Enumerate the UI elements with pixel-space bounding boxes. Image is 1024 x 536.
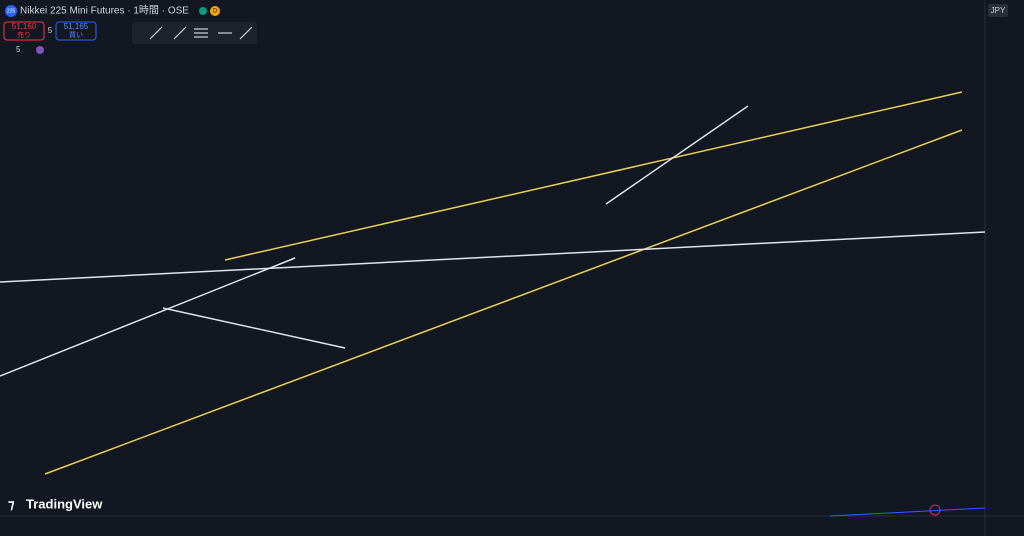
logo-mark: ⁊ xyxy=(8,496,15,511)
tool-extended[interactable] xyxy=(239,26,253,40)
indicator-count: 5 xyxy=(16,45,21,54)
event-marker[interactable] xyxy=(929,504,941,516)
tool-ray[interactable] xyxy=(173,26,187,40)
sell-label: 売り xyxy=(17,30,31,39)
title: Nikkei 225 Mini Futures · 1時間 · OSE xyxy=(20,5,189,17)
trend-line xyxy=(0,257,296,377)
spread: 5 xyxy=(48,26,53,35)
logo: TradingView xyxy=(26,496,103,511)
badge: D xyxy=(213,9,218,15)
symbol-icon xyxy=(5,5,17,17)
trend-line xyxy=(605,105,749,205)
status-dot xyxy=(199,7,207,15)
badge-icon xyxy=(210,6,220,16)
trend-line xyxy=(44,129,963,475)
sell-button[interactable] xyxy=(3,21,45,41)
currency-box[interactable] xyxy=(988,4,1008,17)
buy-label: 買い xyxy=(69,31,83,39)
trend-line xyxy=(224,91,963,261)
sell-price: 51,160 xyxy=(12,22,37,31)
symbol-badge: 225 xyxy=(7,8,16,14)
tool-trendline[interactable] xyxy=(149,26,163,40)
buy-price: 51,165 xyxy=(64,22,89,31)
drawings xyxy=(0,91,986,475)
currency: JPY xyxy=(991,6,1006,15)
trend-line xyxy=(162,307,346,349)
volume-line xyxy=(829,507,986,517)
buy-button[interactable] xyxy=(55,21,97,41)
indicator-icon xyxy=(36,46,44,54)
toolbar-icons xyxy=(149,26,253,40)
trend-line xyxy=(0,231,986,283)
